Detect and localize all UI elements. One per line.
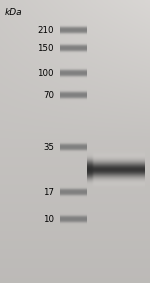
Text: 17: 17 <box>43 188 54 197</box>
Text: 70: 70 <box>43 91 54 100</box>
Text: 150: 150 <box>38 44 54 53</box>
Text: kDa: kDa <box>4 8 22 18</box>
Text: 35: 35 <box>43 143 54 152</box>
Text: 10: 10 <box>43 215 54 224</box>
Text: 100: 100 <box>38 69 54 78</box>
Text: 210: 210 <box>38 26 54 35</box>
